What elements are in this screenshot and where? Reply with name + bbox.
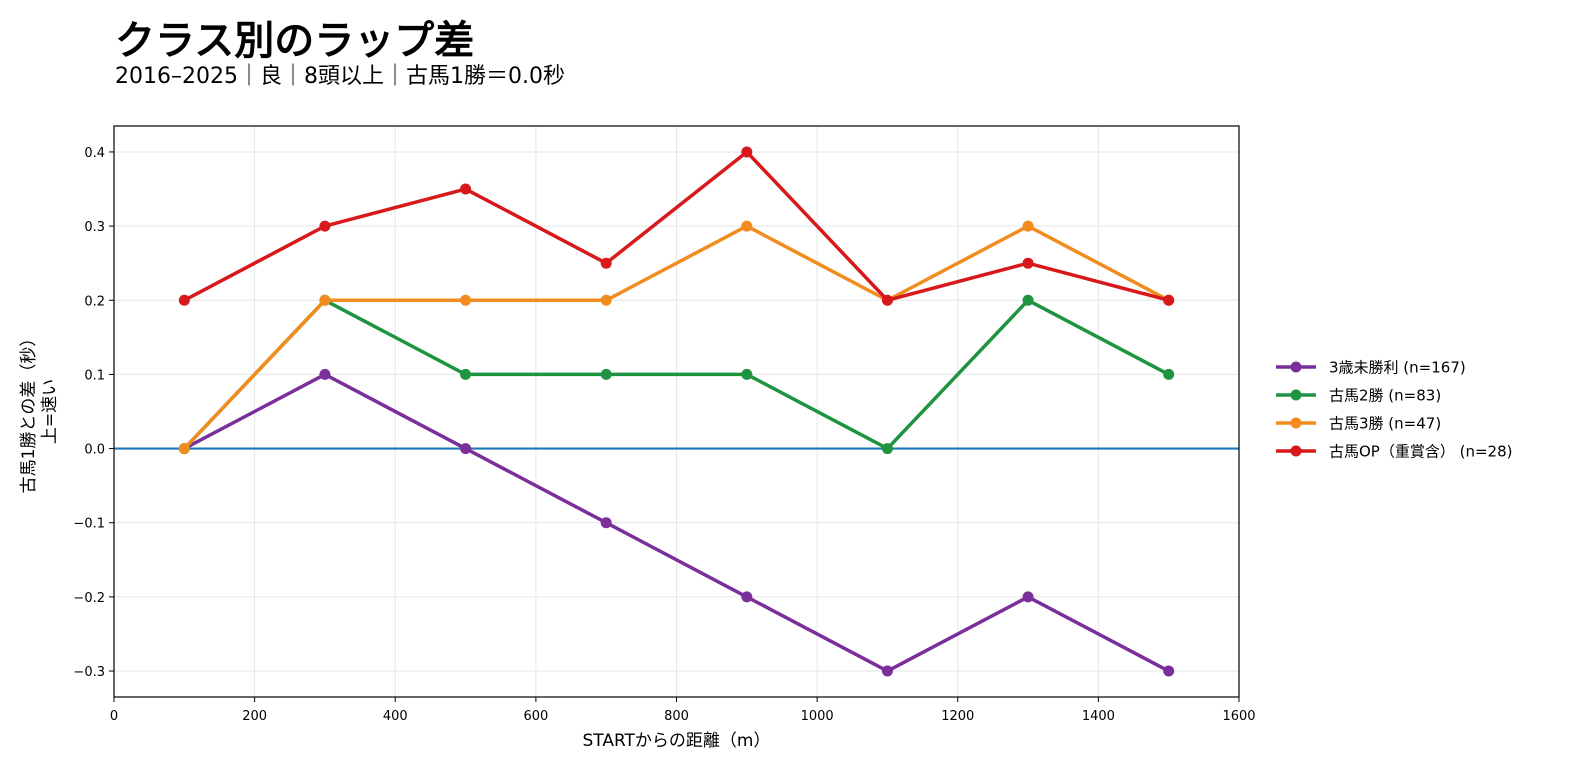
x-tick-label: 200 <box>242 709 267 724</box>
legend-marker <box>1290 445 1302 457</box>
data-point <box>1022 220 1034 232</box>
x-tick-label: 1400 <box>1082 709 1115 724</box>
legend: 3歳未勝利 (n=167) 古馬2勝 (n=83) 古馬3勝 (n=47) 古馬OP（… <box>1276 359 1513 461</box>
chart-subtitle: 2016–2025｜良｜8頭以上｜古馬1勝＝0.0秒 <box>115 64 565 89</box>
x-axis-label: STARTからの距離（m） <box>582 731 770 751</box>
data-point <box>741 368 753 380</box>
y-tick-label: −0.2 <box>73 591 105 606</box>
data-point <box>1163 665 1175 677</box>
data-point <box>460 443 472 455</box>
data-point <box>178 294 190 306</box>
y-tick-label: 0.4 <box>84 146 105 161</box>
legend-marker <box>1290 417 1302 429</box>
legend-label: 古馬OP（重賞含） (n=28) <box>1329 443 1513 461</box>
data-point <box>600 517 612 529</box>
grid <box>113 126 1240 697</box>
data-point <box>319 294 331 306</box>
y-tick-label: 0.2 <box>84 294 105 309</box>
legend-label: 古馬3勝 (n=47) <box>1329 415 1441 433</box>
y-axis-label: 古馬1勝との差（秒） <box>19 330 39 494</box>
y-tick-label: −0.1 <box>73 517 105 532</box>
data-point <box>741 591 753 603</box>
data-point <box>1022 294 1034 306</box>
x-tick-label: 600 <box>523 709 548 724</box>
x-tick-label: 400 <box>383 709 408 724</box>
data-point <box>600 368 612 380</box>
data-point <box>460 183 472 195</box>
data-point <box>741 220 753 232</box>
data-point <box>178 443 190 455</box>
y-tick-label: 0.1 <box>84 368 105 383</box>
data-point <box>460 294 472 306</box>
data-point <box>1163 368 1175 380</box>
chart-title: クラス別のラップ差 <box>115 18 475 64</box>
x-tick-label: 1200 <box>941 709 974 724</box>
legend-label: 3歳未勝利 (n=167) <box>1329 359 1466 377</box>
series-line-2 <box>183 224 1170 450</box>
data-point <box>881 665 893 677</box>
axis-ticks: 0 200 400 600 800 1000 1200 1400 1600 −0.3 −0.2 −0.… <box>73 146 1255 724</box>
data-point <box>1163 294 1175 306</box>
data-point <box>881 443 893 455</box>
series-line-1 <box>183 298 1170 451</box>
data-point <box>319 368 331 380</box>
legend-marker <box>1290 361 1302 373</box>
series-line-3 <box>183 150 1170 303</box>
data-point <box>319 220 331 232</box>
series-group <box>178 146 1175 677</box>
x-tick-label: 1000 <box>801 709 834 724</box>
y-tick-label: −0.3 <box>73 665 105 680</box>
data-point <box>1022 591 1034 603</box>
x-tick-label: 0 <box>110 709 118 724</box>
series-line-0 <box>183 372 1170 673</box>
data-point <box>881 294 893 306</box>
x-tick-label: 1600 <box>1222 709 1255 724</box>
legend-marker <box>1290 389 1302 401</box>
data-point <box>1022 257 1034 269</box>
data-point <box>600 257 612 269</box>
data-point <box>600 294 612 306</box>
x-tick-label: 800 <box>664 709 689 724</box>
y-axis-label-note: 上=速い <box>40 379 60 444</box>
y-tick-label: 0.3 <box>84 220 105 235</box>
legend-label: 古馬2勝 (n=83) <box>1329 387 1441 405</box>
data-point <box>460 368 472 380</box>
y-tick-label: 0.0 <box>84 443 105 458</box>
data-point <box>741 146 753 158</box>
